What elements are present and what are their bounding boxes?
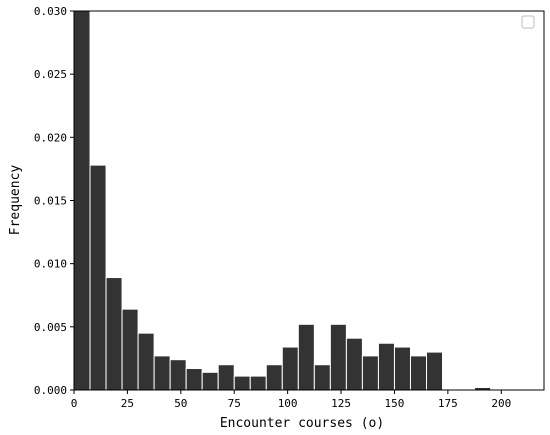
- histogram-bar-19: [377, 342, 395, 391]
- histogram-bar-22: [426, 351, 444, 391]
- histogram-bar-17: [345, 337, 363, 391]
- x-tick-label: 75: [228, 397, 241, 410]
- histogram-bar-14: [297, 323, 315, 391]
- histogram-bar-21: [409, 355, 427, 391]
- x-axis-ticks: 0 25 50 75 100 125 150 175 200: [71, 390, 511, 410]
- histogram-bar-8: [201, 371, 219, 391]
- y-tick-label: 0.000: [34, 384, 67, 397]
- y-axis-label: Frequency: [8, 165, 23, 236]
- histogram-bar-20: [393, 346, 411, 391]
- x-tick-label: 25: [121, 397, 134, 410]
- histogram-bar-9: [217, 364, 235, 391]
- histogram-bar-10: [233, 375, 251, 391]
- histogram-bar-12: [265, 364, 283, 391]
- x-tick-label: 125: [331, 397, 351, 410]
- y-tick-label: 0.030: [34, 5, 67, 18]
- x-axis-label: Encounter courses (o): [220, 416, 384, 431]
- histogram-bar-11: [249, 375, 267, 391]
- histogram-bar-4: [137, 332, 155, 391]
- histogram-bar-18: [361, 355, 379, 391]
- x-tick-label: 150: [385, 397, 405, 410]
- y-axis-ticks: 0.000 0.005 0.010 0.015 0.020 0.025 0.030: [34, 5, 74, 397]
- y-tick-label: 0.020: [34, 131, 67, 144]
- x-tick-label: 0: [71, 397, 78, 410]
- x-tick-label: 50: [174, 397, 187, 410]
- y-tick-label: 0.005: [34, 321, 67, 334]
- histogram-bar-13: [281, 346, 299, 391]
- histogram-bar-5: [153, 355, 171, 391]
- histogram-bar-6: [169, 359, 187, 391]
- y-tick-label: 0.025: [34, 68, 67, 81]
- bars-group: [73, 10, 492, 391]
- histogram-bar-16: [329, 323, 347, 391]
- histogram-bar-7: [185, 368, 203, 391]
- plot-frame: [73, 10, 545, 391]
- histogram-bar-15: [313, 364, 331, 391]
- histogram-bar-1: [89, 164, 107, 391]
- y-tick-label: 0.015: [34, 195, 67, 208]
- histogram-bar-2: [105, 277, 123, 391]
- x-tick-label: 175: [438, 397, 458, 410]
- legend-box: [521, 15, 535, 29]
- histogram-bar-0: [73, 10, 91, 391]
- x-tick-label: 200: [491, 397, 511, 410]
- histogram-bar-3: [121, 308, 139, 391]
- y-tick-label: 0.010: [34, 258, 67, 271]
- x-tick-label: 100: [278, 397, 298, 410]
